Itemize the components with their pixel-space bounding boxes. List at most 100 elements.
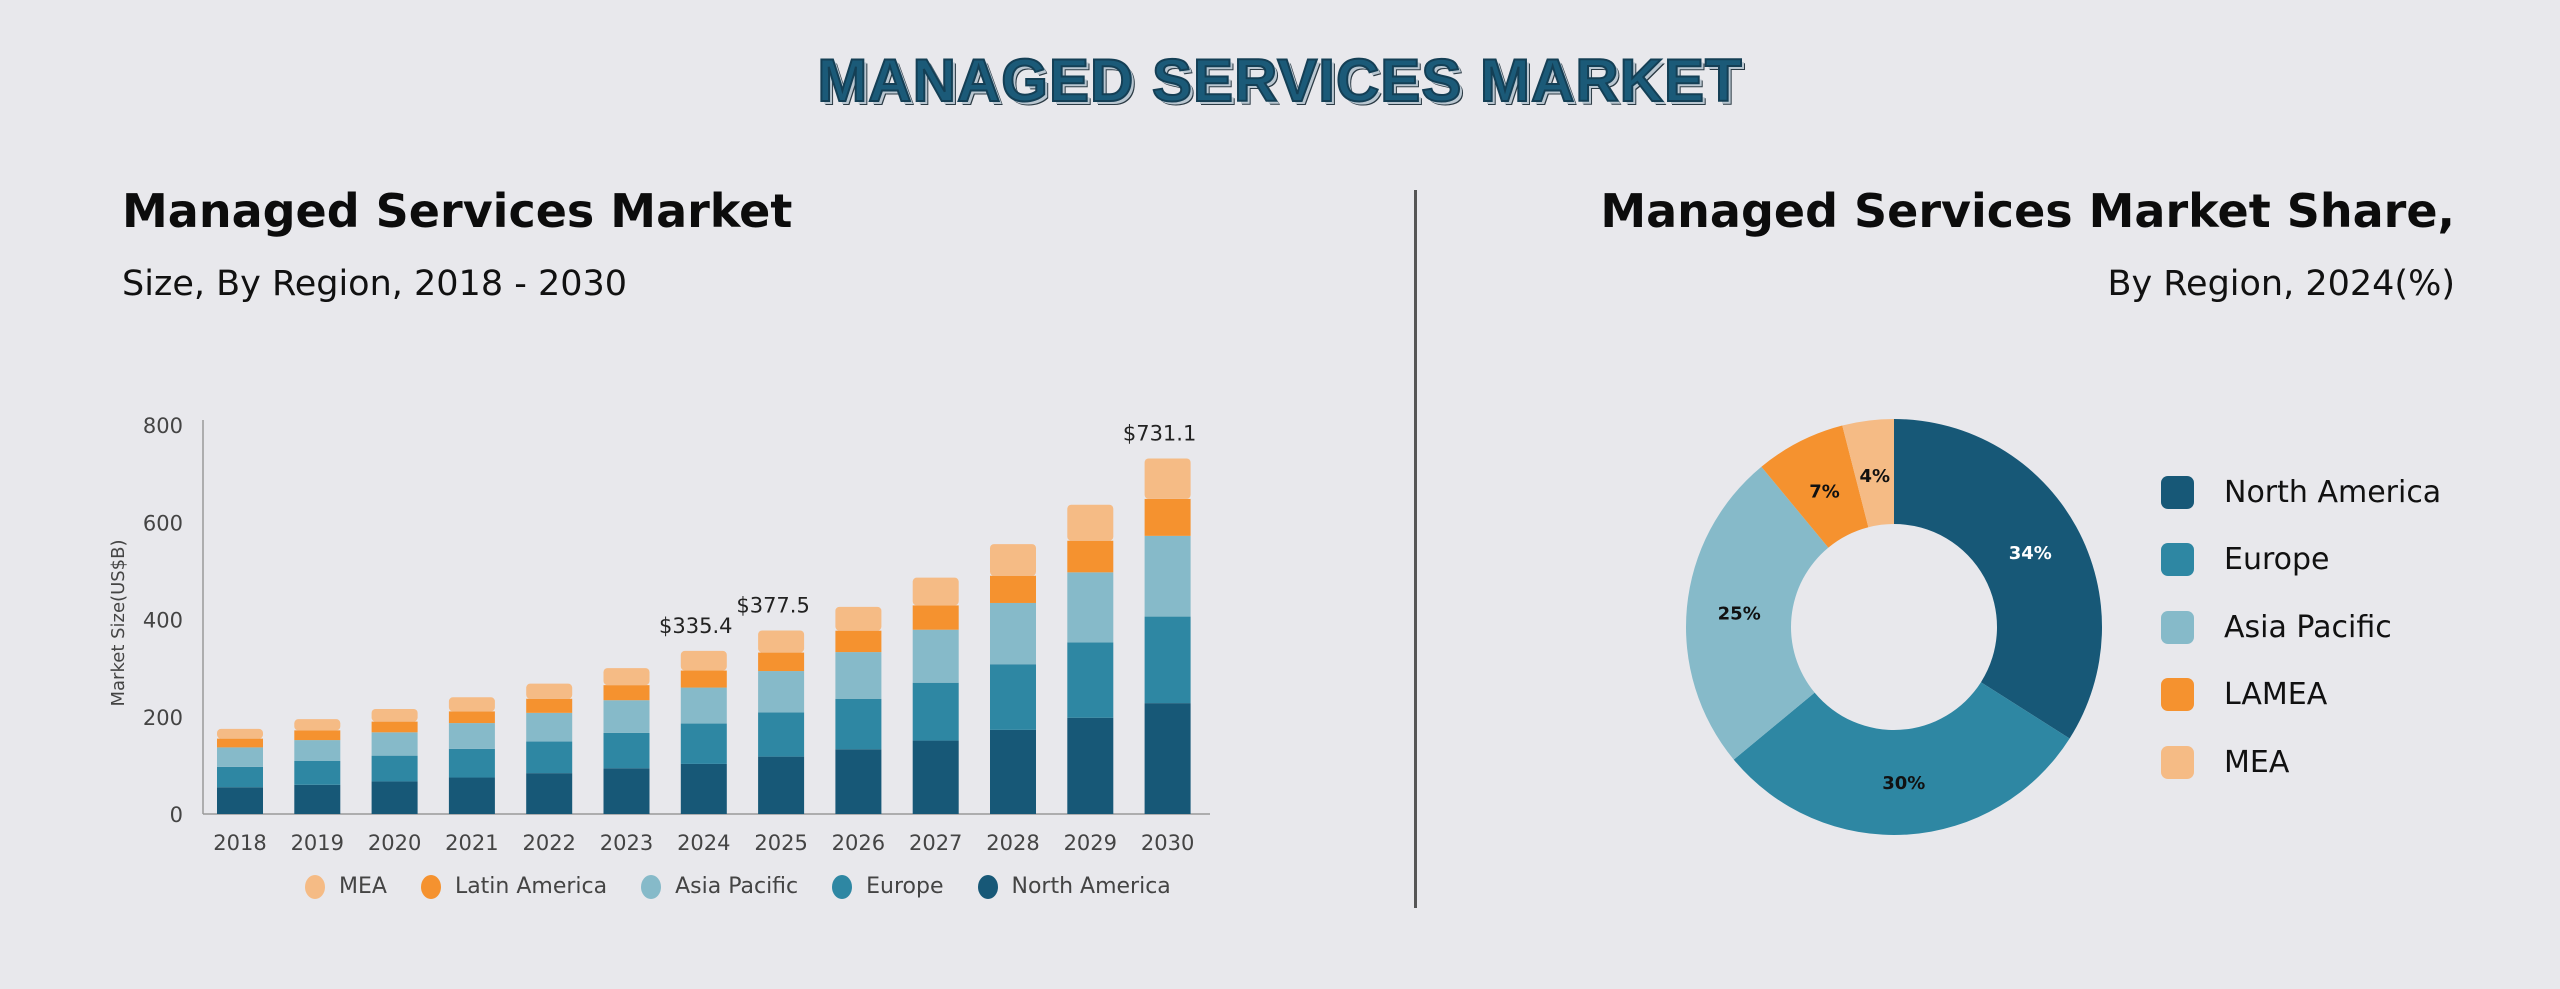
bar-segment-north-america	[1067, 717, 1114, 814]
x-tick-label: 2029	[1064, 831, 1117, 855]
bar-segment-europe	[1144, 616, 1191, 704]
legend-swatch	[2161, 678, 2194, 711]
bar-segment-europe	[294, 760, 341, 785]
donut-chart-subtitle: By Region, 2024(%)	[2107, 264, 2455, 304]
x-tick-label: 2025	[754, 831, 807, 855]
legend-label: Asia Pacific	[2224, 609, 2392, 645]
bar-segment-mea	[912, 577, 959, 606]
legend-item: Europe	[2161, 542, 2441, 577]
bar-segment-mea	[1144, 458, 1191, 499]
bar-segment-asia-pacific	[603, 700, 650, 733]
donut-chart-title: Managed Services Market Share,	[1600, 184, 2455, 238]
legend-swatch	[305, 874, 325, 899]
legend-swatch	[2161, 610, 2194, 644]
bar-segment-asia-pacific	[448, 723, 495, 749]
bar-segment-europe	[217, 766, 263, 788]
legend-label: LAMEA	[2224, 677, 2328, 712]
bar-segment-mea	[758, 630, 805, 653]
legend-item: Asia Pacific	[641, 874, 798, 899]
slice-label: 30%	[1882, 773, 1925, 794]
donut-slice-north-america	[1894, 419, 2102, 739]
legend-swatch	[2161, 745, 2194, 779]
bar-segment-north-america	[526, 773, 573, 814]
bar-segment-europe	[758, 712, 805, 757]
legend-swatch	[832, 874, 853, 899]
donut-slice-lamea	[1761, 425, 1869, 548]
bar-segment-latin-america	[217, 738, 263, 748]
legend-label: North America	[2224, 474, 2442, 510]
main-title: MANAGED SERVICES MARKET	[816, 46, 1743, 115]
x-tick-label: 2028	[986, 831, 1039, 855]
bar-segment-latin-america	[448, 711, 495, 724]
legend-label: MEA	[2224, 744, 2290, 780]
bar-segment-europe	[526, 741, 573, 774]
bar-segment-europe	[371, 755, 418, 782]
bar-segment-europe	[1067, 642, 1114, 718]
bar-segment-mea	[371, 708, 418, 722]
bar-segment-latin-america	[758, 652, 805, 672]
bar-segment-north-america	[835, 749, 882, 814]
bar-segment-latin-america	[1144, 498, 1191, 536]
bar-segment-north-america	[1144, 703, 1191, 814]
bar-segment-europe	[912, 682, 959, 741]
bar-segment-latin-america	[526, 698, 573, 713]
bar-segment-mea	[1067, 504, 1114, 541]
bar-segment-latin-america	[603, 685, 650, 701]
legend-label: Europe	[2224, 542, 2330, 577]
y-tick-label: 800	[143, 414, 183, 438]
bar-chart-title: Managed Services Market	[122, 184, 793, 238]
bar-segment-asia-pacific	[990, 602, 1036, 665]
data-label: $377.5	[736, 593, 809, 617]
bar-segment-north-america	[758, 756, 805, 814]
donut-slice-mea	[1842, 419, 1894, 528]
legend-item: MEA	[305, 874, 387, 899]
bar-segment-asia-pacific	[1144, 535, 1191, 617]
bar-segment-latin-america	[294, 730, 341, 741]
donut-slice-asia-pacific	[1686, 466, 1829, 760]
legend-label: Latin America	[454, 874, 608, 899]
legend-label: Europe	[866, 874, 944, 899]
bar-segment-mea	[217, 728, 263, 739]
bar-chart-subtitle: Size, By Region, 2018 - 2030	[122, 264, 628, 304]
bar-segment-north-america	[217, 787, 263, 814]
x-tick-label: 2020	[368, 831, 421, 855]
x-tick-label: 2027	[909, 831, 962, 855]
bar-segment-latin-america	[371, 721, 418, 733]
legend-item: Europe	[832, 874, 944, 899]
legend-item: North America	[977, 874, 1171, 899]
legend-swatch	[641, 874, 662, 899]
bar-segment-europe	[680, 723, 727, 764]
data-label: $731.1	[1123, 422, 1196, 446]
bar-segment-asia-pacific	[912, 629, 959, 683]
bar-segment-mea	[835, 606, 882, 631]
x-tick-label: 2030	[1141, 831, 1194, 855]
legend-label: MEA	[339, 874, 387, 899]
bar-segment-mea	[448, 697, 495, 712]
bar-segment-europe	[835, 698, 882, 750]
bar-segment-mea	[526, 683, 573, 699]
x-tick-label: 2026	[832, 831, 885, 855]
x-tick-label: 2023	[600, 831, 653, 855]
slice-label: 25%	[1718, 603, 1761, 624]
legend-swatch	[2161, 475, 2194, 509]
x-tick-label: 2019	[291, 831, 344, 855]
bar-segment-asia-pacific	[294, 740, 341, 761]
bar-segment-latin-america	[680, 670, 727, 688]
bar-segment-asia-pacific	[1067, 572, 1114, 643]
legend-item: LAMEA	[2161, 677, 2441, 712]
x-tick-label: 2018	[213, 831, 266, 855]
y-tick-label: 400	[143, 609, 183, 633]
bar-segment-europe	[603, 732, 650, 769]
bar-segment-mea	[680, 650, 727, 671]
bar-segment-north-america	[448, 777, 495, 814]
bar-segment-asia-pacific	[217, 747, 263, 767]
donut-chart-legend: North America Europe Asia Pacific LAMEA MEA	[2161, 475, 2441, 813]
legend-swatch	[2161, 543, 2194, 576]
y-tick-label: 600	[143, 511, 183, 535]
bar-segment-asia-pacific	[758, 671, 805, 713]
legend-label: Asia Pacific	[675, 874, 799, 899]
legend-swatch	[420, 874, 441, 899]
bar-segment-latin-america	[912, 605, 959, 630]
bar-segment-north-america	[294, 784, 341, 814]
data-label: $335.4	[659, 614, 732, 638]
